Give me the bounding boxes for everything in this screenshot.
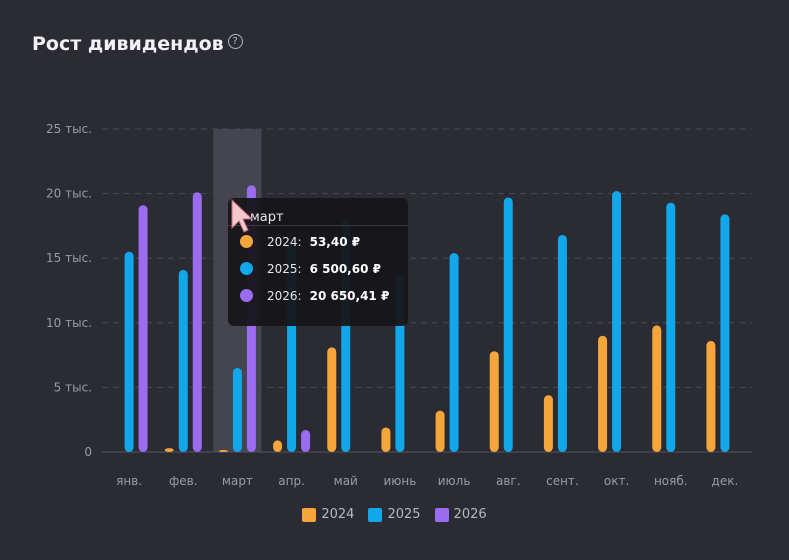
bar-2025-2 bbox=[232, 368, 242, 452]
y-tick-label: 20 тыс. bbox=[46, 187, 92, 201]
legend-label-2026: 2026 bbox=[453, 507, 487, 522]
tooltip-dot-2026 bbox=[240, 289, 253, 302]
tooltip-value-2025: 6 500,60 ₽ bbox=[309, 261, 381, 276]
bar-2025-1 bbox=[178, 269, 188, 452]
bar-2026-3 bbox=[301, 430, 311, 452]
y-tick-label: 10 тыс. bbox=[46, 316, 92, 330]
bar-2024-7 bbox=[489, 351, 499, 452]
bar-2025-7 bbox=[503, 197, 513, 452]
tooltip-row-2024: 2024: 53,40 ₽ bbox=[228, 228, 408, 255]
x-tick-label: май bbox=[334, 474, 358, 488]
legend-swatch-2026 bbox=[434, 507, 449, 522]
bar-2024-10 bbox=[652, 325, 662, 452]
x-tick-label: окт. bbox=[604, 474, 629, 488]
bar-2024-8 bbox=[543, 395, 553, 452]
x-tick-label: март bbox=[222, 474, 253, 488]
legend-swatch-2025 bbox=[368, 507, 383, 522]
legend-item-2024[interactable]: 2024 bbox=[302, 507, 354, 522]
legend-label-2024: 2024 bbox=[321, 507, 355, 522]
x-tick-label: фев. bbox=[169, 474, 198, 488]
x-tick-label: сент. bbox=[546, 474, 579, 488]
x-tick-label: янв. bbox=[116, 474, 142, 488]
bar-2025-8 bbox=[557, 234, 567, 452]
help-icon[interactable]: ? bbox=[227, 34, 243, 49]
bar-2024-11 bbox=[706, 340, 716, 452]
bar-2024-1 bbox=[164, 448, 174, 452]
bar-2024-5 bbox=[381, 427, 391, 452]
tooltip-year-2024: 2024: bbox=[267, 234, 302, 249]
x-tick-label: дек. bbox=[712, 474, 739, 488]
legend-swatch-2024 bbox=[302, 507, 317, 522]
bar-2024-3 bbox=[273, 440, 283, 452]
legend-item-2026[interactable]: 2026 bbox=[434, 507, 487, 522]
bar-2025-9 bbox=[612, 191, 622, 453]
y-tick-label: 0 bbox=[84, 445, 92, 459]
tooltip-year-2026: 2026: bbox=[267, 288, 302, 303]
bar-2025-11 bbox=[720, 214, 730, 452]
tooltip-year-2025: 2025: bbox=[267, 261, 302, 276]
bar-2025-0 bbox=[124, 251, 134, 452]
chart-legend: 2024 2025 2026 bbox=[0, 507, 789, 522]
x-tick-label: апр. bbox=[278, 474, 305, 488]
bar-2026-0 bbox=[138, 205, 148, 452]
tooltip-row-2026: 2026: 20 650,41 ₽ bbox=[228, 282, 408, 309]
bar-2024-4 bbox=[327, 347, 337, 452]
y-tick-label: 25 тыс. bbox=[46, 122, 92, 136]
tooltip-value-2024: 53,40 ₽ bbox=[309, 234, 361, 249]
tooltip-value-2026: 20 650,41 ₽ bbox=[309, 288, 390, 303]
x-tick-label: нояб. bbox=[654, 474, 688, 488]
tooltip-dot-2024 bbox=[240, 235, 253, 248]
y-tick-label: 5 тыс. bbox=[54, 380, 92, 394]
bar-2024-6 bbox=[435, 410, 445, 452]
y-tick-label: 15 тыс. bbox=[46, 251, 92, 265]
bar-2026-1 bbox=[192, 192, 202, 453]
legend-label-2025: 2025 bbox=[387, 507, 421, 522]
mouse-cursor-icon bbox=[231, 198, 254, 233]
x-tick-label: июль bbox=[438, 474, 471, 488]
tooltip-title: март bbox=[228, 198, 408, 226]
x-tick-label: авг. bbox=[496, 474, 521, 488]
tooltip-dot-2025 bbox=[240, 262, 253, 275]
chart-tooltip: март 2024: 53,40 ₽ 2025: 6 500,60 ₽ 2026… bbox=[228, 198, 408, 326]
bar-2024-2 bbox=[218, 450, 228, 452]
bar-2024-9 bbox=[598, 335, 608, 452]
bar-2025-6 bbox=[449, 253, 459, 452]
tooltip-row-2025: 2025: 6 500,60 ₽ bbox=[228, 255, 408, 282]
bar-2025-10 bbox=[666, 202, 676, 452]
chart-title: Рост дивидендов bbox=[32, 33, 224, 55]
legend-item-2025[interactable]: 2025 bbox=[368, 507, 421, 522]
x-tick-label: июнь bbox=[384, 474, 417, 488]
chart-header: Рост дивидендов ? bbox=[32, 33, 243, 55]
